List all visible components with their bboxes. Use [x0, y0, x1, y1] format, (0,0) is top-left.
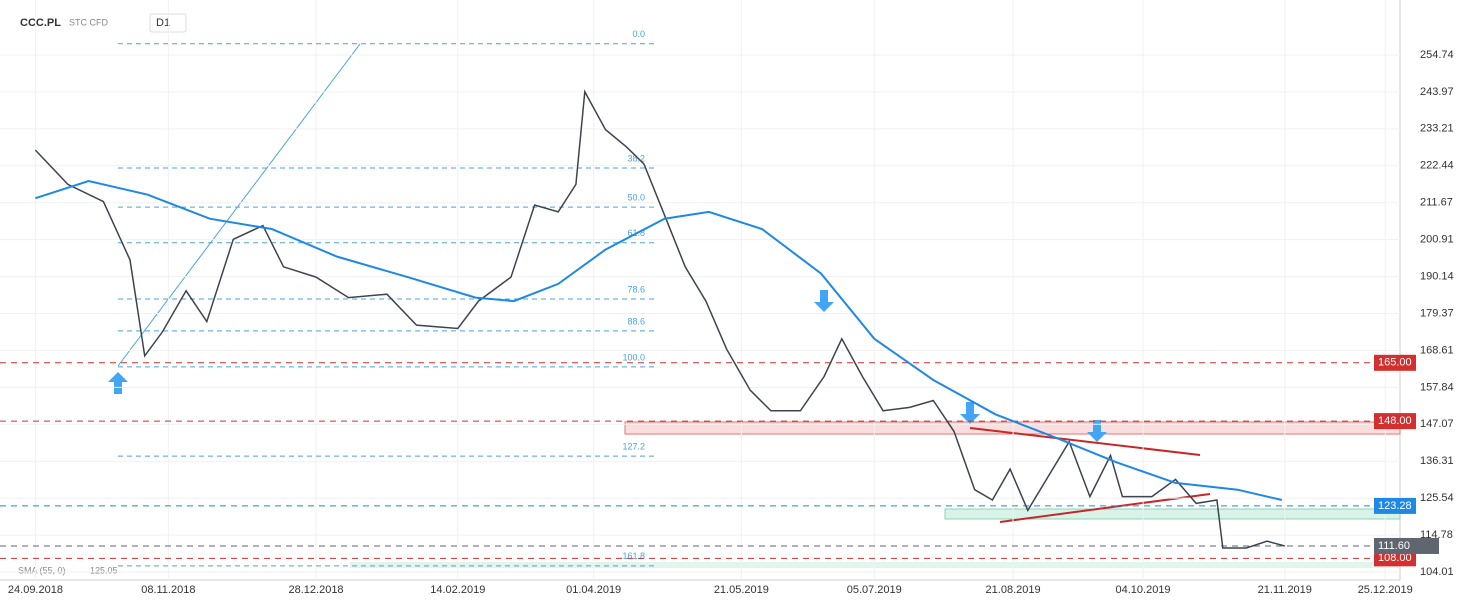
y-tick-label: 168.61: [1420, 344, 1454, 356]
x-tick-label: 05.07.2019: [847, 584, 902, 596]
level-tag: [1374, 550, 1416, 567]
fib-label: 88.6: [627, 316, 645, 326]
fib-zone: [350, 562, 1400, 568]
y-tick-label: 222.44: [1420, 160, 1454, 172]
y-tick-label: 125.54: [1420, 492, 1454, 504]
x-tick-label: 28.12.2018: [289, 584, 344, 596]
fib-label: 127.2: [622, 441, 645, 451]
fib-trend-line: [117, 43, 361, 367]
y-tick-label: 190.14: [1420, 270, 1454, 282]
y-tick-label: 243.97: [1420, 86, 1454, 98]
fib-label: 100.0: [622, 352, 645, 362]
fib-label: 38.2: [627, 153, 645, 163]
indicator-value: 125.05: [90, 565, 118, 575]
y-tick-label: 254.74: [1420, 49, 1454, 61]
down-arrow[interactable]: [960, 402, 980, 424]
fib-label: 50.0: [627, 192, 645, 202]
level-label: 148.00: [1378, 415, 1412, 427]
x-tick-label: 24.09.2018: [8, 584, 63, 596]
x-tick-label: 14.02.2019: [430, 584, 485, 596]
y-tick-label: 179.37: [1420, 307, 1454, 319]
level-tag: [1374, 413, 1416, 430]
down-arrow[interactable]: [1087, 420, 1107, 442]
level-tag: [1374, 497, 1416, 514]
x-tick-label: 04.10.2019: [1116, 584, 1171, 596]
level-tag: [1374, 354, 1416, 371]
x-tick-label: 21.11.2019: [1258, 584, 1312, 596]
trend-line: [999, 493, 1211, 523]
level-label: 108.00: [1378, 552, 1412, 564]
current-price-tag: [1374, 537, 1439, 554]
price-line: [34, 89, 1285, 549]
y-tick-label: 147.07: [1420, 418, 1454, 430]
down-arrow[interactable]: [814, 290, 834, 312]
y-tick-label: 114.78: [1420, 529, 1453, 541]
y-tick-label: 200.91: [1420, 234, 1454, 246]
x-tick-label: 21.08.2019: [986, 584, 1041, 596]
y-tick-label: 104.01: [1420, 566, 1454, 578]
x-tick-label: 25.12.2019: [1358, 584, 1413, 596]
trend-line: [969, 427, 1201, 456]
y-tick-label: 211.67: [1420, 197, 1453, 209]
fib-label: 0.0: [632, 29, 645, 39]
y-tick-label: 233.21: [1420, 123, 1454, 135]
fib-label: 161.8: [622, 551, 645, 561]
level-label: 123.28: [1378, 500, 1412, 512]
current-price-label: 111.60: [1378, 540, 1410, 552]
y-tick-label: 157.84: [1420, 381, 1454, 393]
x-tick-label: 01.04.2019: [566, 584, 621, 596]
sma-line: [35, 179, 1283, 501]
symbol: CCC.PL: [20, 17, 61, 29]
y-tick-label: 136.31: [1420, 455, 1454, 467]
instrument: STC CFD: [69, 17, 108, 27]
up-arrow[interactable]: [108, 372, 128, 394]
level-label: 165.00: [1378, 357, 1412, 369]
interval: D1: [156, 17, 170, 29]
fib-label: 78.6: [627, 284, 645, 294]
x-tick-label: 08.11.2018: [141, 584, 195, 596]
indicator-name: SMA (55, 0): [18, 565, 66, 575]
x-tick-label: 21.05.2019: [714, 584, 769, 596]
support-zone: [944, 508, 1401, 520]
